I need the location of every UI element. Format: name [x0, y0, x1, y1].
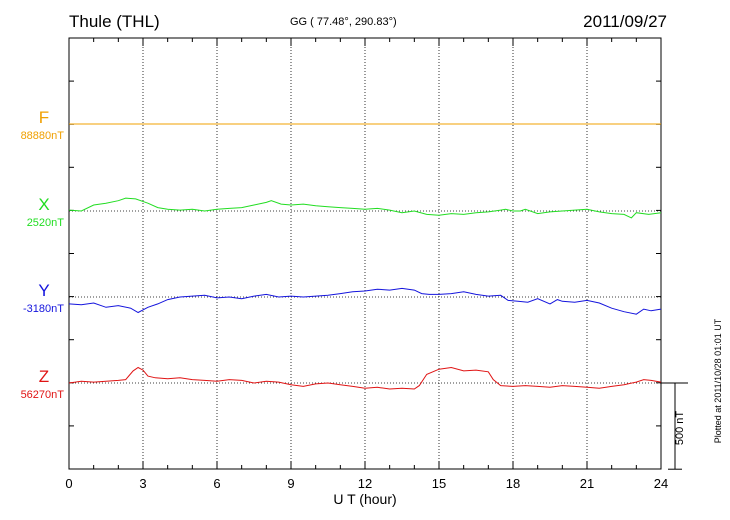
- baseline-value-z: 56270nT: [20, 389, 64, 401]
- x-axis-title: U T (hour): [333, 491, 397, 507]
- x-tick-label: 21: [579, 476, 595, 491]
- baseline-value-y: -3180nT: [23, 303, 64, 315]
- x-tick-label: 3: [139, 476, 147, 491]
- trace-x: [68, 197, 662, 219]
- x-tick-label: 15: [431, 476, 447, 491]
- baseline-value-f: 88880nT: [20, 130, 64, 142]
- component-label-z: Z: [38, 367, 50, 386]
- station-title: Thule (THL): [69, 12, 160, 31]
- scale-bar-label: 500 nT: [674, 410, 686, 446]
- plotted-timestamp: Plotted at 2011/10/28 01:01 UT: [713, 318, 723, 444]
- x-tick-label: 12: [357, 476, 373, 491]
- component-label-x: X: [38, 195, 50, 214]
- x-tick-label: 18: [505, 476, 521, 491]
- baseline-value-x: 2520nT: [26, 217, 64, 229]
- trace-z: [68, 366, 662, 390]
- x-tick-label: 9: [287, 476, 295, 491]
- trace-y: [68, 287, 662, 315]
- date-title: 2011/09/27: [583, 12, 667, 31]
- x-tick-label: 6: [213, 476, 221, 491]
- x-tick-label: 0: [65, 476, 73, 491]
- x-tick-label: 24: [653, 476, 669, 491]
- component-label-y: Y: [38, 281, 50, 300]
- geographic-coordinates: GG ( 77.48°, 290.83°): [290, 16, 397, 28]
- component-label-f: F: [38, 108, 50, 127]
